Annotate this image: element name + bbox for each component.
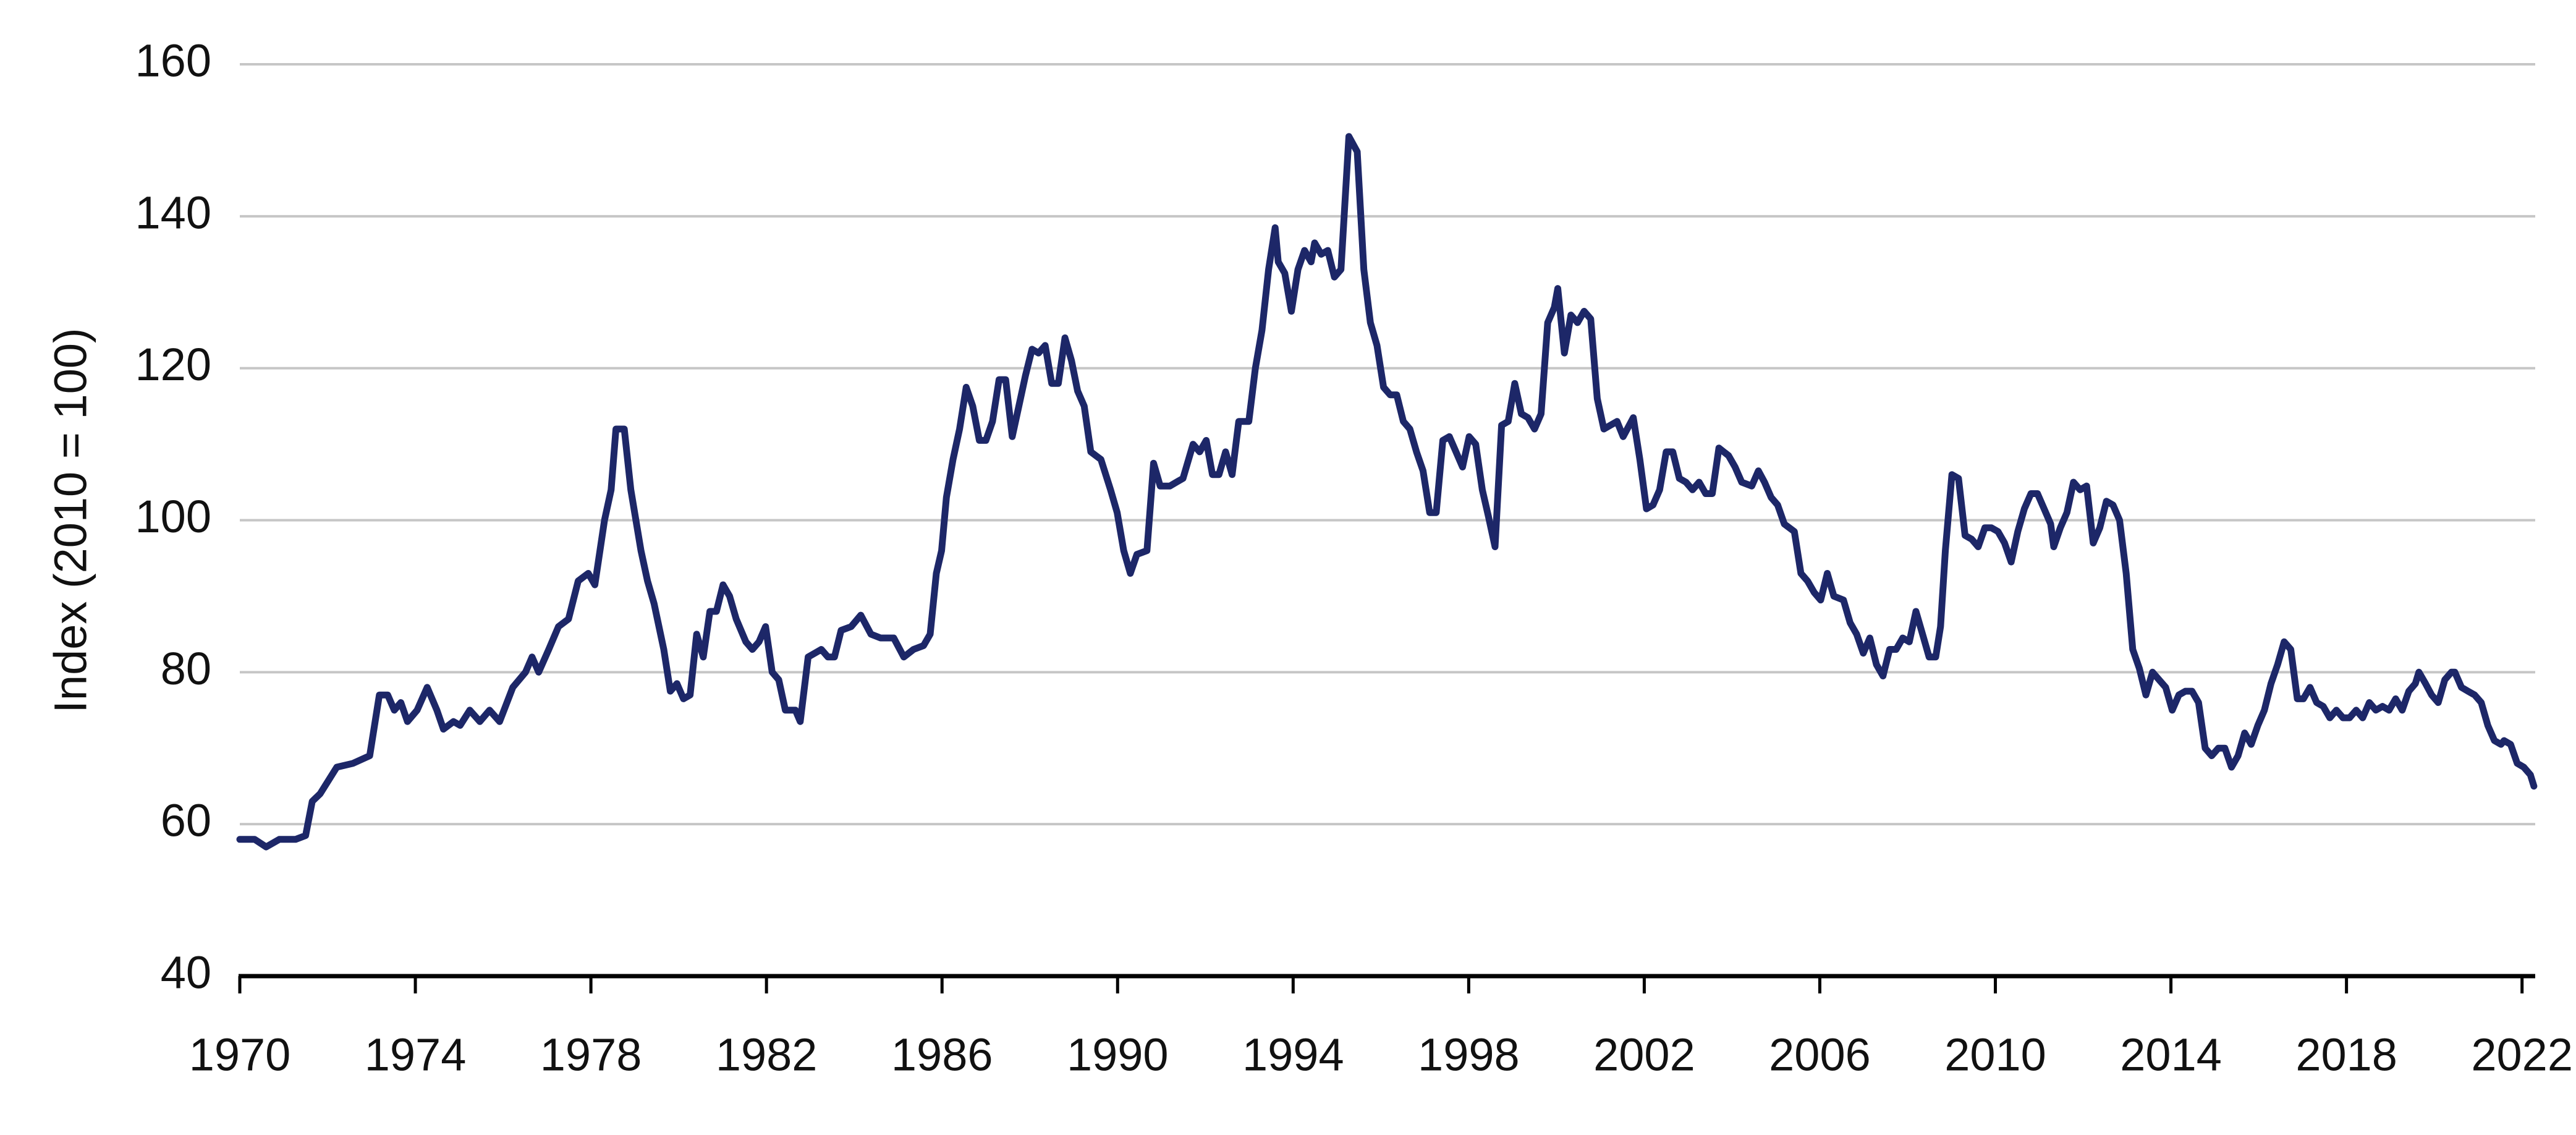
y-tick-label: 60 — [161, 795, 211, 846]
y-tick-label: 140 — [135, 187, 211, 238]
y-tick-label: 100 — [135, 491, 211, 542]
y-tick-label: 120 — [135, 339, 211, 390]
x-tick-label: 2002 — [1593, 1029, 1695, 1081]
x-tick-label: 1998 — [1418, 1029, 1520, 1081]
x-tick-label: 1978 — [540, 1029, 642, 1081]
y-tick-label: 80 — [161, 643, 211, 694]
x-tick-label: 1986 — [891, 1029, 993, 1081]
x-tick-label: 2022 — [2471, 1029, 2573, 1081]
x-tick-label: 1994 — [1242, 1029, 1344, 1081]
y-tick-label: 160 — [135, 35, 211, 87]
data-line — [236, 133, 2538, 851]
x-tick-label: 1982 — [716, 1029, 818, 1081]
x-tick-label: 2010 — [1944, 1029, 2046, 1081]
y-axis-title: Index (2010 = 100) — [45, 328, 96, 713]
x-tick-label: 1990 — [1067, 1029, 1169, 1081]
x-tick-label: 1970 — [189, 1029, 291, 1081]
y-tick-label: 40 — [161, 947, 211, 998]
x-tick-label: 1974 — [365, 1029, 467, 1081]
x-tick-label: 2006 — [1769, 1029, 1871, 1081]
x-tick-label: 2014 — [2120, 1029, 2222, 1081]
x-tick-label: 2018 — [2295, 1029, 2397, 1081]
